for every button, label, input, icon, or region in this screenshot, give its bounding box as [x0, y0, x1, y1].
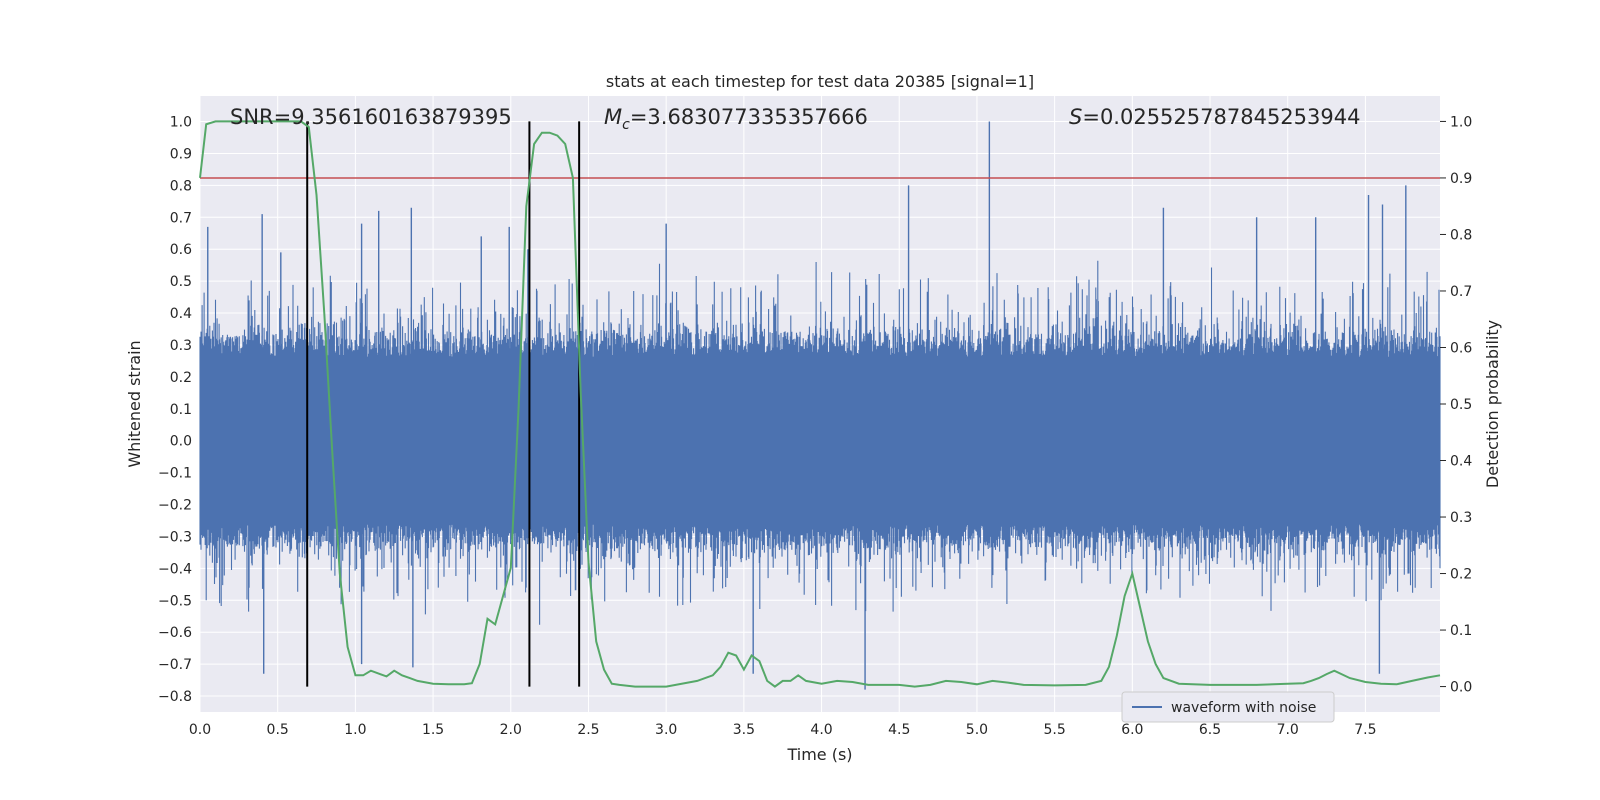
x-tick-label: 3.5	[733, 722, 755, 738]
strain-noise-body	[199, 260, 1441, 625]
x-tick-label: 3.0	[655, 722, 677, 738]
x-tick-label: 0.5	[267, 722, 289, 738]
y-tick-label: 0.2	[170, 370, 192, 386]
y2-axis-title: Detection probability	[1483, 320, 1502, 488]
y-tick-label: 0.8	[170, 178, 192, 194]
strain-series	[199, 121, 1441, 690]
x-tick-label: 1.5	[422, 722, 444, 738]
y2-tick-label: 0.3	[1450, 510, 1472, 526]
chart-title: stats at each timestep for test data 203…	[606, 72, 1034, 91]
mc-subscript: c	[622, 117, 630, 133]
y2-tick-label: 0.6	[1450, 340, 1472, 356]
s-annotation: S=0.025525787845253944	[1069, 105, 1360, 129]
x-tick-label: 2.0	[500, 722, 522, 738]
mc-value: =3.683077335357666	[630, 105, 868, 129]
detection-probability-line	[199, 120, 1441, 688]
y-tick-label: −0.7	[158, 657, 192, 673]
legend-box	[1121, 691, 1335, 723]
x-tick-label: 4.5	[888, 722, 910, 738]
y-tick-label: 0.3	[170, 338, 192, 354]
x-tick-label: 1.0	[344, 722, 366, 738]
s-value: =0.025525787845253944	[1082, 105, 1360, 129]
y-tick-label: −0.6	[158, 625, 192, 641]
y-tick-label: −0.5	[158, 593, 192, 609]
y-tick-label: 0.5	[170, 274, 192, 290]
x-tick-label: 7.5	[1354, 722, 1376, 738]
y-tick-label: 0.0	[170, 434, 192, 450]
y2-tick-label: 0.0	[1450, 680, 1472, 696]
overlay	[199, 120, 1441, 688]
x-tick-label: 0.0	[189, 722, 211, 738]
y-tick-label: −0.3	[158, 529, 192, 545]
x-tick-label: 7.0	[1277, 722, 1299, 738]
y2-tick-label: 0.8	[1450, 227, 1472, 243]
legend: waveform with noise	[1121, 691, 1335, 723]
legend-label: waveform with noise	[1171, 700, 1316, 716]
y2-tick-label: 0.9	[1450, 171, 1472, 187]
y2-tick-label: 1.0	[1450, 114, 1472, 130]
chirp-mass-annotation: Mc=3.683077335357666	[604, 105, 868, 133]
x-tick-label: 4.0	[810, 722, 832, 738]
y2-tick-label: 0.7	[1450, 284, 1472, 300]
y-tick-label: 0.7	[170, 210, 192, 226]
y-tick-label: 0.6	[170, 242, 192, 258]
y-tick-label: −0.2	[158, 498, 192, 514]
snr-annotation: SNR=9.356160163879395	[230, 105, 512, 129]
x-tick-label: 6.0	[1121, 722, 1143, 738]
x-tick-label: 6.5	[1199, 722, 1221, 738]
mc-symbol: M	[604, 105, 622, 129]
axes: 0.0 0.5 1.0 1.5 2.0 2.5 3.0 3.5 4.0 4.5 5.0 5.5 6.0 6…	[158, 114, 1472, 738]
x-axis-title: Time (s)	[786, 745, 852, 764]
y-tick-label: −0.4	[158, 561, 192, 577]
y-axis-title: Whitened strain	[125, 340, 144, 467]
s-symbol: S	[1069, 105, 1082, 129]
x-tick-label: 2.5	[577, 722, 599, 738]
y2-tick-label: 0.2	[1450, 567, 1472, 583]
y-tick-label: 0.9	[170, 146, 192, 162]
y2-tick-label: 0.5	[1450, 397, 1472, 413]
x-tick-label: 5.5	[1044, 722, 1066, 738]
y2-tick-label: 0.4	[1450, 454, 1472, 470]
x-tick-label: 5.0	[966, 722, 988, 738]
y2-tick-label: 0.1	[1450, 623, 1472, 639]
y-tick-label: −0.8	[158, 689, 192, 705]
y-tick-label: 1.0	[170, 115, 192, 131]
y-tick-label: −0.1	[158, 466, 192, 482]
y-tick-label: 0.4	[170, 306, 192, 322]
y-tick-label: 0.1	[170, 402, 192, 418]
